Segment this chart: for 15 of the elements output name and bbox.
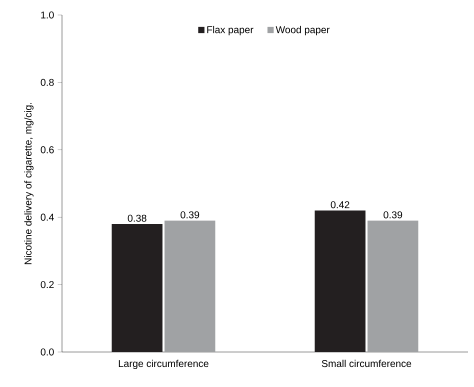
y-axis-title: Nicotine delivery of cigarette, mg/cig. (24, 103, 34, 264)
data-label: 0.42 (330, 201, 350, 208)
data-label: 0.39 (384, 211, 402, 218)
y-tick-label: 0.4 (40, 214, 54, 221)
data-label: 0.39 (180, 211, 200, 218)
y-tick-label: 0.0 (40, 348, 54, 356)
x-tick-label: Large circumference (118, 360, 208, 370)
y-tick-label: 0.6 (40, 146, 54, 154)
y-tick-label: 0.8 (40, 78, 54, 86)
legend-label: Flax paper (207, 26, 254, 36)
data-label: 0.38 (128, 214, 146, 222)
legend-label: Wood paper (276, 26, 330, 36)
y-tick-label: 1.0 (41, 11, 54, 19)
x-tick-label: Small circumference (322, 360, 412, 368)
y-tick-label: 0.2 (40, 281, 54, 288)
